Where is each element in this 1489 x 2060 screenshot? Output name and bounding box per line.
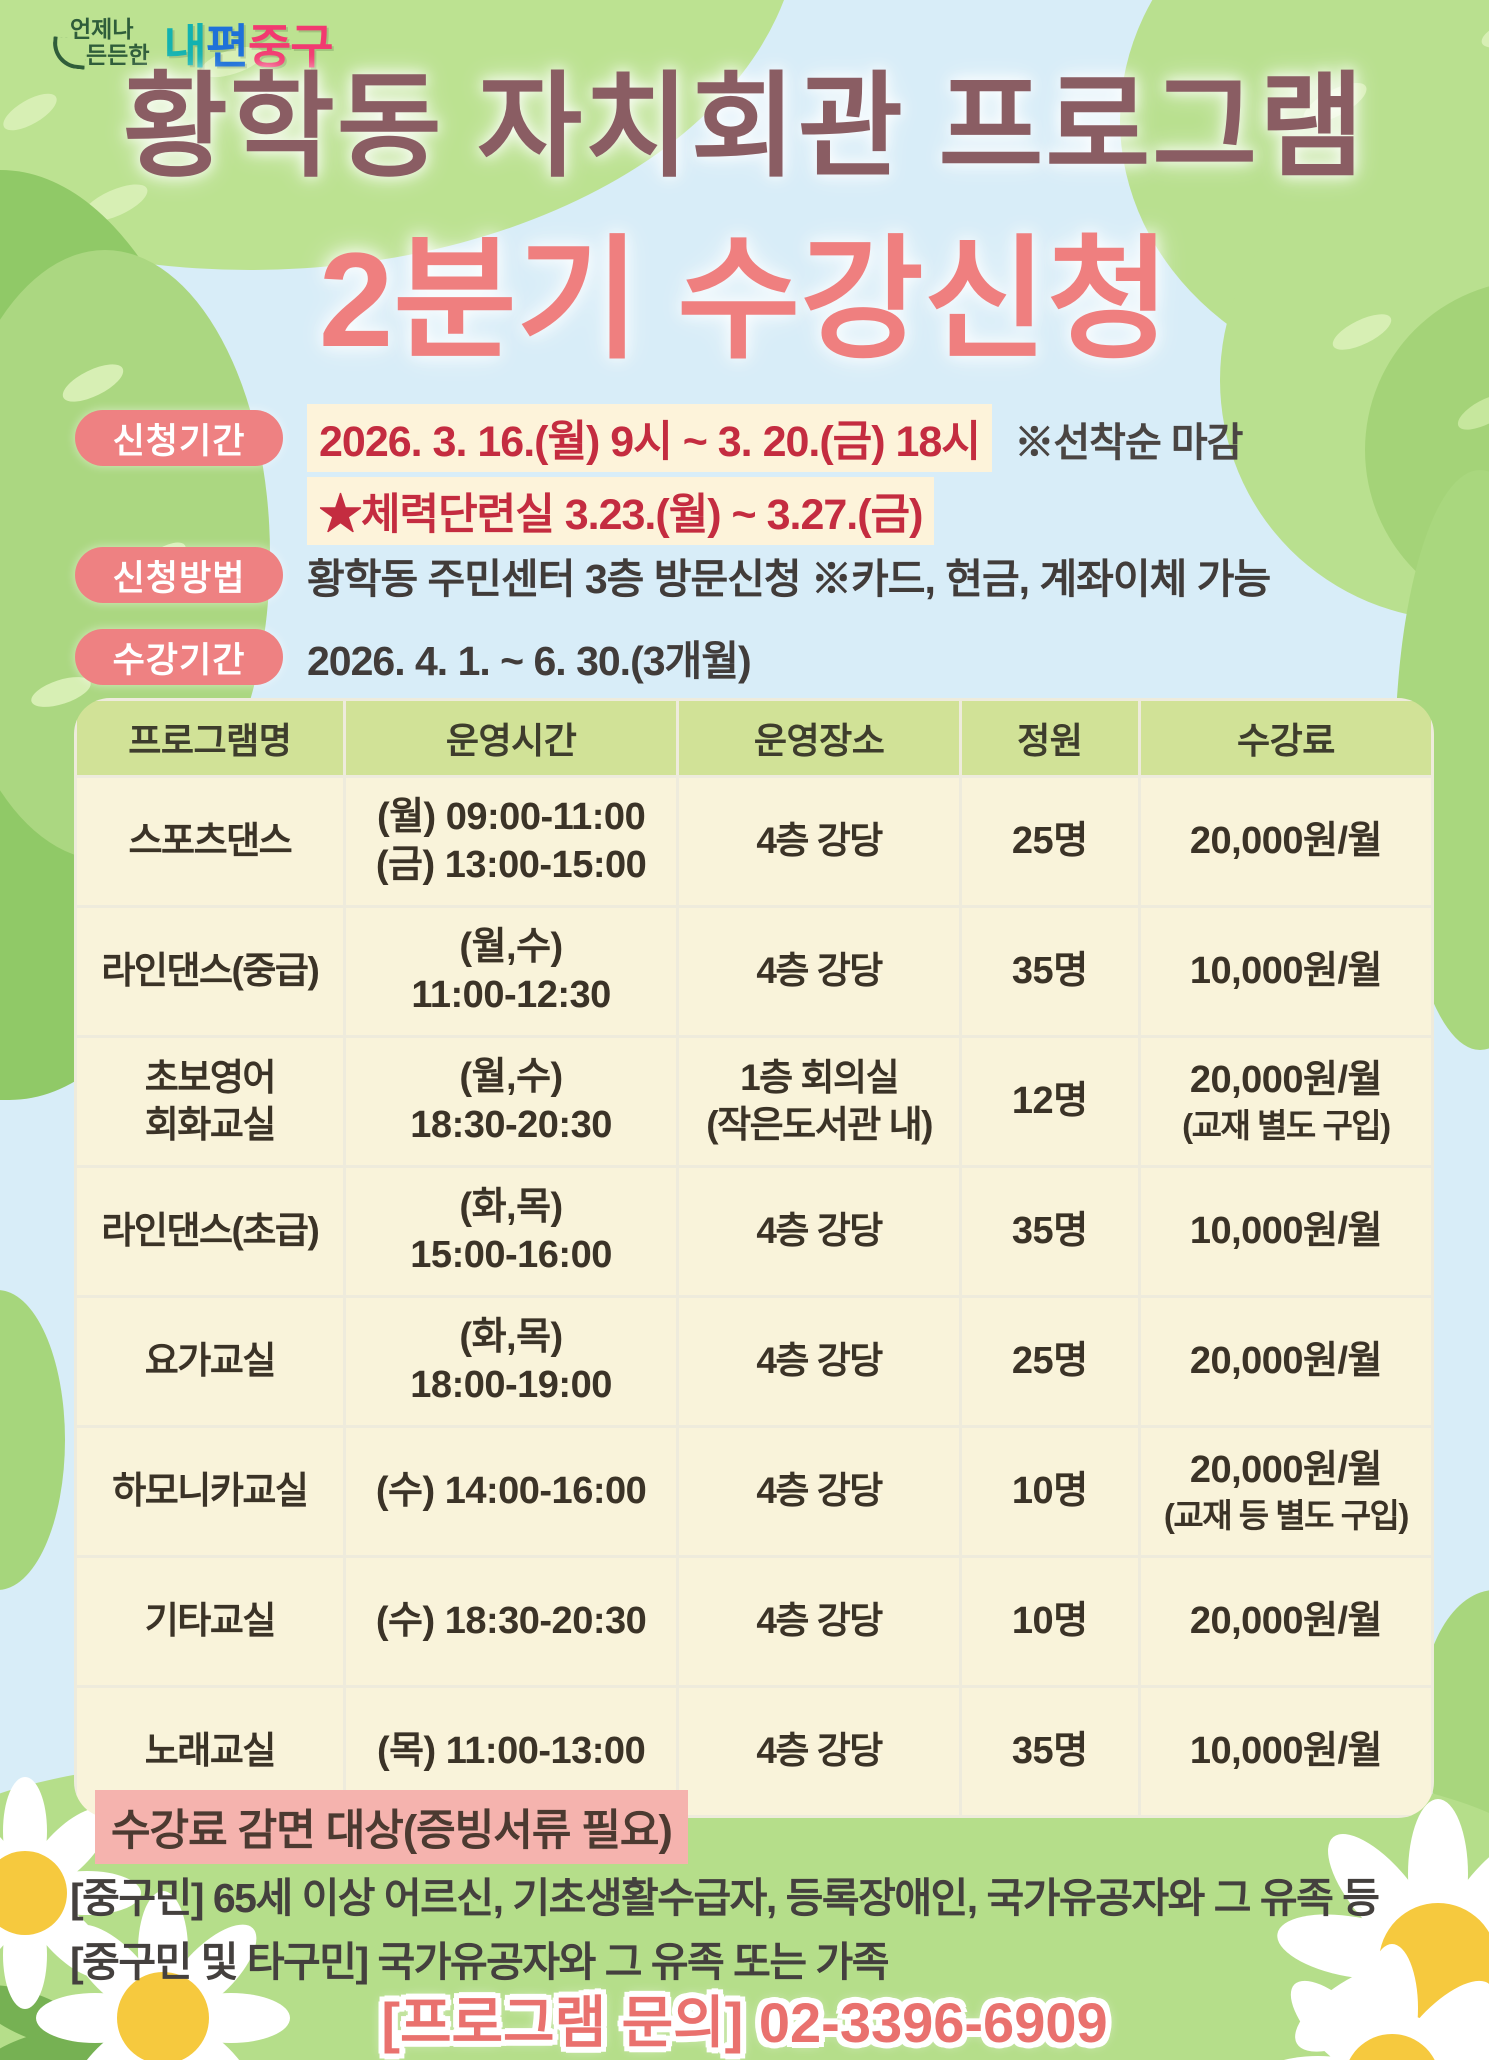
program-place: 4층 강당 — [756, 1470, 883, 1512]
program-fee: 20,000원/월 — [1189, 1448, 1383, 1491]
logo-tagline-line2: 든든한 — [86, 41, 150, 68]
program-name: 스포츠댄스 — [128, 820, 292, 862]
apply-period-row: 신청기간 2026. 3. 16.(월) 9시 ~ 3. 20.(금) 18시 … — [75, 404, 1243, 472]
course-period-row: 수강기간 2026. 4. 1. ~ 6. 30.(3개월) — [75, 627, 752, 687]
apply-period-text: 2026. 3. 16.(월) 9시 ~ 3. 20.(금) 18시 ※선착순 … — [307, 404, 1243, 472]
program-capacity: 12명 — [1011, 1079, 1088, 1122]
program-fee: 20,000원/월 — [1189, 1599, 1383, 1642]
gym-period-dates: ★체력단련실 3.23.(월) ~ 3.27.(금) — [307, 477, 935, 545]
program-time: (월,수) 18:30-20:30 — [410, 1056, 612, 1146]
program-capacity: 35명 — [1011, 1209, 1088, 1252]
program-time: (목) 11:00-13:00 — [376, 1729, 646, 1772]
course-period-text: 2026. 4. 1. ~ 6. 30.(3개월) — [307, 638, 752, 684]
program-name: 라인댄스(중급) — [101, 950, 319, 992]
bush-left-middle — [0, 1290, 65, 1590]
program-fee: 20,000원/월 — [1189, 1058, 1383, 1101]
course-period-badge: 수강기간 — [75, 629, 283, 685]
program-capacity: 25명 — [1011, 819, 1088, 862]
junggu-logo: 언제나 든든한 내편중구 — [50, 8, 333, 77]
program-capacity: 35명 — [1011, 949, 1088, 992]
col-header-fee: 수강료 — [1137, 698, 1434, 778]
apply-method-badge: 신청방법 — [75, 547, 283, 603]
table-row: 라인댄스(중급) (월,수) 11:00-12:30 4층 강당 35명 10,… — [74, 905, 1434, 1038]
program-capacity: 10명 — [1011, 1599, 1088, 1642]
col-header-program: 프로그램명 — [74, 698, 346, 778]
table-header-row: 프로그램명 운영시간 운영장소 정원 수강료 — [74, 698, 1434, 778]
program-time: (수) 18:30-20:30 — [375, 1599, 647, 1642]
program-name: 라인댄스(초급) — [101, 1210, 319, 1252]
table-row: 하모니카교실 (수) 14:00-16:00 4층 강당 10명 20,000원… — [74, 1425, 1434, 1558]
contact-phone: [프로그램 문의] 02-3396-6909 — [381, 1991, 1108, 2054]
apply-method-row: 신청방법 황학동 주민센터 3층 방문신청 ※카드, 현금, 계좌이체 가능 — [75, 545, 1271, 605]
program-fee: 10,000원/월 — [1189, 1209, 1383, 1252]
program-time: (수) 14:00-16:00 — [375, 1469, 647, 1512]
program-name: 노래교실 — [144, 1730, 277, 1772]
col-header-time: 운영시간 — [342, 698, 680, 778]
program-place: 1층 회의실 (작은도서관 내) — [706, 1057, 933, 1145]
logo-word-pyeon: 편 — [205, 20, 249, 73]
program-capacity: 25명 — [1011, 1339, 1088, 1382]
logo-tagline: 언제나 든든한 — [50, 16, 150, 70]
program-table: 프로그램명 운영시간 운영장소 정원 수강료 스포츠댄스 (월) 09:00-1… — [74, 698, 1434, 1818]
table-row: 요가교실 (화,목) 18:00-19:00 4층 강당 25명 20,000원… — [74, 1295, 1434, 1428]
apply-period-badge: 신청기간 — [75, 410, 283, 466]
program-place: 4층 강당 — [756, 1600, 883, 1642]
program-name: 초보영어 회화교실 — [144, 1057, 277, 1145]
logo-word-junggu: 중구 — [247, 20, 333, 73]
logo-tagline-line1: 언제나 — [70, 16, 134, 43]
program-fee: 20,000원/월 — [1189, 1339, 1383, 1382]
program-time: (화,목) 18:00-19:00 — [410, 1316, 612, 1406]
logo-wordmark: 내편중구 — [163, 8, 333, 77]
logo-word-nae: 내 — [163, 20, 206, 73]
table-row: 초보영어 회화교실 (월,수) 18:30-20:30 1층 회의실 (작은도서… — [74, 1035, 1434, 1168]
discount-line1: [중구민] 65세 이상 어르신, 기초생활수급자, 등록장애인, 국가유공자와… — [70, 1875, 1380, 1921]
program-name: 요가교실 — [144, 1340, 277, 1382]
program-place: 4층 강당 — [756, 820, 883, 862]
program-time: (화,목) 15:00-16:00 — [410, 1186, 612, 1276]
discount-title: 수강료 감면 대상(증빙서류 필요) — [95, 1790, 688, 1864]
col-header-capacity: 정원 — [958, 698, 1141, 778]
program-place: 4층 강당 — [756, 1210, 883, 1252]
program-capacity: 10명 — [1011, 1469, 1088, 1512]
program-capacity: 35명 — [1011, 1729, 1088, 1772]
apply-method-text: 황학동 주민센터 3층 방문신청 ※카드, 현금, 계좌이체 가능 — [307, 556, 1271, 602]
program-name: 기타교실 — [144, 1600, 277, 1642]
program-place: 4층 강당 — [756, 950, 883, 992]
program-fee-note: (교재 별도 구입) — [1182, 1107, 1391, 1145]
gym-period-row: ★체력단련실 3.23.(월) ~ 3.27.(금) — [307, 477, 935, 545]
table-row: 기타교실 (수) 18:30-20:30 4층 강당 10명 20,000원/월 — [74, 1555, 1434, 1688]
table-row: 라인댄스(초급) (화,목) 15:00-16:00 4층 강당 35명 10,… — [74, 1165, 1434, 1298]
poster-subtitle: 2분기 수강신청 — [318, 226, 1171, 375]
apply-period-note: ※선착순 마감 — [1014, 421, 1243, 465]
program-fee: 20,000원/월 — [1189, 819, 1383, 862]
program-place: 4층 강당 — [756, 1730, 883, 1772]
program-name: 하모니카교실 — [112, 1470, 309, 1512]
program-fee: 10,000원/월 — [1189, 1729, 1383, 1772]
discount-line2: [중구민 및 타구민] 국가유공자와 그 유족 또는 가족 — [70, 1939, 889, 1985]
program-fee-note: (교재 등 별도 구입) — [1163, 1497, 1410, 1535]
col-header-place: 운영장소 — [676, 698, 962, 778]
poster-title: 황학동 자치회관 프로그램 — [122, 64, 1367, 191]
program-time: (월) 09:00-11:00 (금) 13:00-15:00 — [375, 796, 647, 886]
program-fee: 10,000원/월 — [1189, 949, 1383, 992]
discount-section: 수강료 감면 대상(증빙서류 필요) [중구민] 65세 이상 어르신, 기초생… — [70, 1790, 1475, 1985]
apply-period-dates: 2026. 3. 16.(월) 9시 ~ 3. 20.(금) 18시 — [307, 404, 992, 472]
program-place: 4층 강당 — [756, 1340, 883, 1382]
table-row: 스포츠댄스 (월) 09:00-11:00 (금) 13:00-15:00 4층… — [74, 775, 1434, 908]
program-time: (월,수) 11:00-12:30 — [411, 926, 611, 1016]
